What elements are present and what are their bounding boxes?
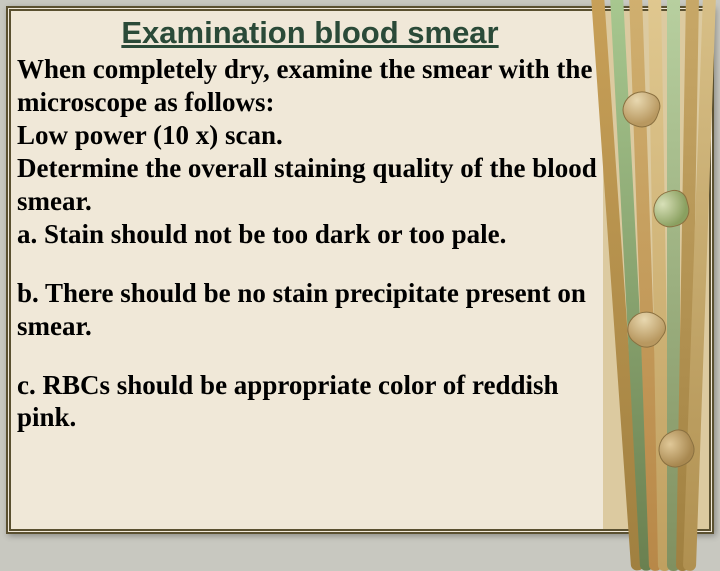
decorative-side-panel	[603, 11, 709, 529]
point-b: b. There should be no stain precipitate …	[17, 277, 603, 343]
slide-content: Examination blood smear When completely …	[11, 11, 609, 529]
lowpower-text: Low power (10 x) scan.	[17, 119, 603, 152]
intro-text: When completely dry, examine the smear w…	[17, 53, 603, 119]
point-c: c. RBCs should be appropriate color of r…	[17, 369, 603, 435]
slide-frame: Examination blood smear When completely …	[6, 6, 714, 534]
point-a: a. Stain should not be too dark or too p…	[17, 218, 603, 251]
slide-title: Examination blood smear	[17, 15, 603, 51]
determine-text: Determine the overall staining quality o…	[17, 152, 603, 218]
